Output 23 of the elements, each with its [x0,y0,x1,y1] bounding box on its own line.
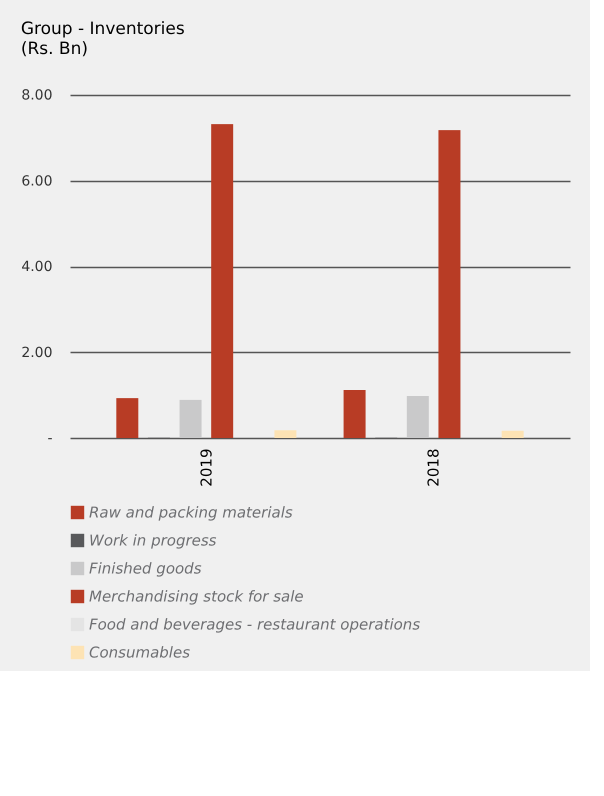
bar [502,430,524,438]
chart-subtitle: (Rs. Bn) [20,39,88,59]
legend-label: Consumables [89,644,190,662]
bar [344,390,366,438]
y-tick-label: 6.00 [21,173,52,190]
x-tick-label: 2019 [197,448,216,487]
legend-label: Raw and packing materials [89,504,293,522]
y-tick-label: 8.00 [21,88,52,104]
y-tick-label: - [47,430,52,446]
bar [274,430,296,438]
y-tick-label: 2.00 [21,344,52,361]
y-tick-label: 4.00 [21,259,52,275]
bar [180,400,202,438]
legend-label: Work in progress [89,532,217,550]
bar [438,130,460,438]
legend-label: Merchandising stock for sale [89,588,304,606]
chart-title: Group - Inventories [20,19,185,39]
legend-label: Food and beverages - restaurant operations [89,616,420,634]
bar [211,124,234,438]
bar [116,398,138,438]
legend-label: Finished goods [89,560,202,578]
x-tick-label: 2018 [424,448,443,487]
bar [406,396,429,438]
